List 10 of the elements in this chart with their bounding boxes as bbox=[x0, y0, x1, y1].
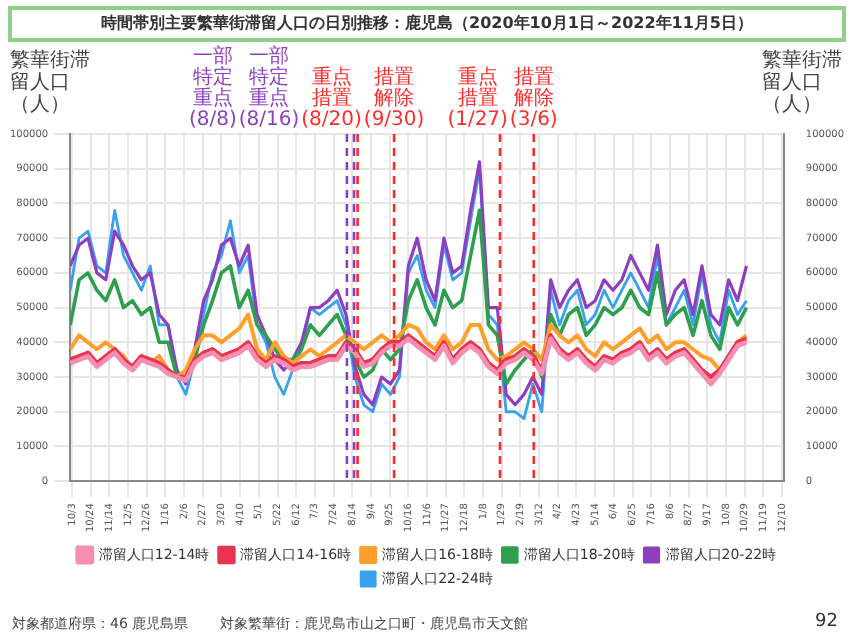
ref-line-label: 重点措置(1/27) bbox=[447, 65, 509, 132]
ref-line-label: 措置解除(3/6) bbox=[509, 65, 558, 132]
text: 92 bbox=[815, 612, 838, 632]
chart-title: 時間帯別主要繁華街滞留人口の日別推移：鹿児島（2020年10月1日～2022年11月5日） bbox=[8, 6, 846, 42]
ref-line-label: 一部特定重点(8/16) bbox=[238, 44, 300, 132]
ref-line-label: 重点措置(8/20) bbox=[301, 65, 363, 132]
y2-axis-title: 繁華街滞留人口（人） bbox=[762, 50, 844, 116]
ref-line-label: 措置解除(9/30) bbox=[363, 65, 425, 132]
y-axis-title: 繁華街滞留人口（人） bbox=[10, 50, 92, 116]
ref-line-label: 一部特定重点(8/8) bbox=[188, 44, 237, 132]
